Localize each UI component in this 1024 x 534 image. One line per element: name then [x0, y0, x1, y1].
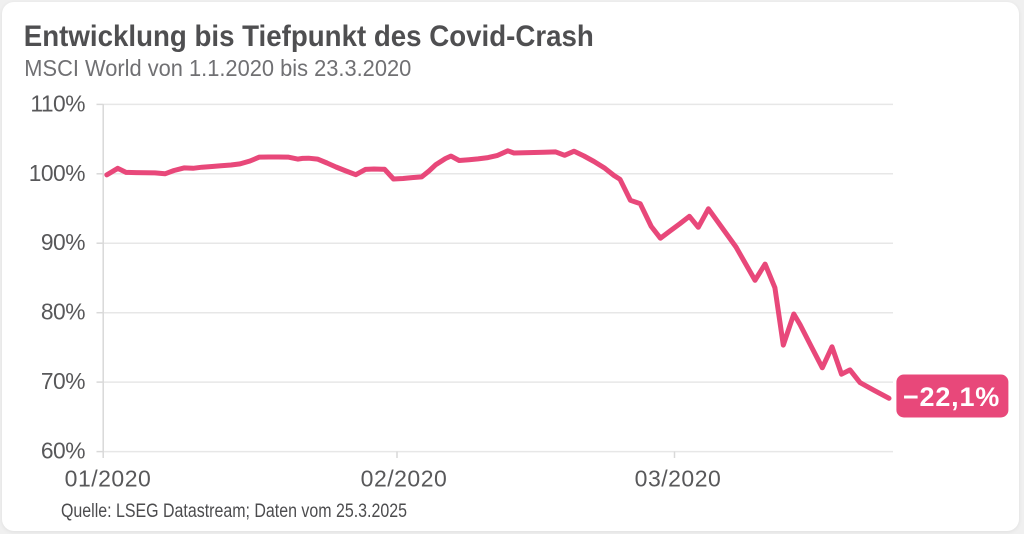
svg-text:Quelle: LSEG Datastream; Daten: Quelle: LSEG Datastream; Daten vom 25.3.… — [61, 501, 407, 522]
svg-text:02/2020: 02/2020 — [361, 466, 448, 492]
svg-text:80%: 80% — [41, 299, 85, 325]
svg-text:100%: 100% — [29, 160, 86, 186]
svg-text:−22,1%: −22,1% — [903, 382, 1000, 412]
svg-text:70%: 70% — [41, 368, 85, 394]
svg-text:MSCI World von 1.1.2020 bis 23: MSCI World von 1.1.2020 bis 23.3.2020 — [24, 55, 411, 81]
svg-text:Entwicklung bis Tiefpunkt des: Entwicklung bis Tiefpunkt des Covid-Cras… — [24, 20, 594, 53]
svg-text:03/2020: 03/2020 — [635, 466, 722, 492]
svg-text:01/2020: 01/2020 — [65, 466, 152, 492]
svg-text:60%: 60% — [41, 438, 85, 464]
svg-text:90%: 90% — [41, 229, 85, 255]
svg-text:110%: 110% — [30, 90, 85, 116]
